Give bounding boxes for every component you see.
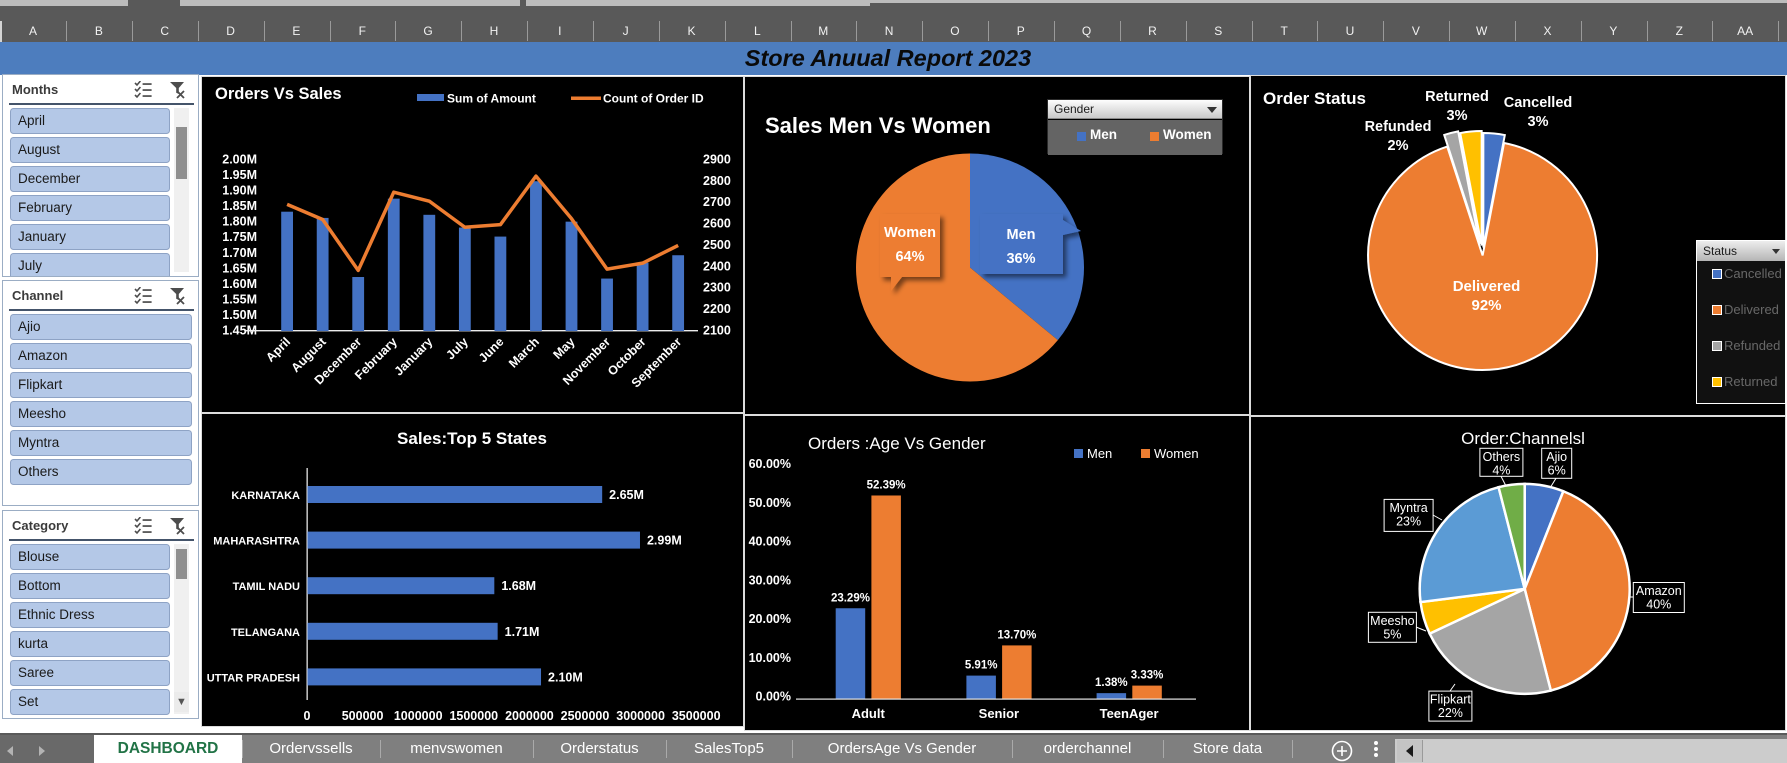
svg-text:1.80M: 1.80M	[222, 215, 257, 229]
svg-text:0.00%: 0.00%	[756, 690, 791, 704]
svg-text:1.60M: 1.60M	[222, 277, 257, 291]
svg-text:May: May	[551, 335, 578, 362]
svg-text:0: 0	[304, 709, 311, 723]
svg-text:Ajio: Ajio	[1546, 450, 1567, 464]
svg-text:Flipkart: Flipkart	[1430, 693, 1472, 707]
svg-text:Returned: Returned	[1425, 89, 1489, 105]
svg-text:UTTAR PRADESH: UTTAR PRADESH	[207, 672, 300, 684]
svg-text:50.00%: 50.00%	[749, 496, 791, 510]
svg-text:Refunded: Refunded	[1365, 119, 1432, 135]
svg-text:23%: 23%	[1396, 514, 1421, 528]
svg-text:Amazon: Amazon	[1636, 584, 1682, 598]
svg-text:1.65M: 1.65M	[222, 261, 257, 275]
svg-text:Order:Channelsl: Order:Channelsl	[1461, 429, 1585, 448]
svg-text:Men: Men	[1087, 446, 1112, 461]
svg-text:2300: 2300	[703, 281, 731, 295]
svg-text:Order Status: Order Status	[1263, 89, 1366, 108]
svg-text:1.50M: 1.50M	[222, 308, 257, 322]
svg-text:TAMIL NADU: TAMIL NADU	[233, 581, 300, 593]
svg-text:1.70M: 1.70M	[222, 246, 257, 260]
svg-text:22%: 22%	[1438, 706, 1463, 720]
svg-text:TELANGANA: TELANGANA	[231, 627, 300, 639]
svg-text:March: March	[506, 335, 542, 371]
svg-text:Women: Women	[884, 225, 936, 241]
svg-text:Delivered: Delivered	[1453, 278, 1521, 295]
svg-text:23.29%: 23.29%	[831, 592, 870, 604]
svg-text:5.91%: 5.91%	[965, 660, 998, 672]
svg-text:1.75M: 1.75M	[222, 230, 257, 244]
svg-text:1.85M: 1.85M	[222, 199, 257, 213]
svg-text:1.71M: 1.71M	[505, 625, 540, 639]
svg-text:KARNATAKA: KARNATAKA	[231, 490, 300, 502]
svg-text:500000: 500000	[342, 709, 384, 723]
svg-text:June: June	[476, 335, 507, 366]
svg-text:92%: 92%	[1471, 297, 1501, 314]
svg-text:3.33%: 3.33%	[1131, 670, 1164, 682]
svg-text:1.90M: 1.90M	[222, 184, 257, 198]
svg-text:Sales:Top 5 States: Sales:Top 5 States	[397, 429, 547, 448]
svg-text:40%: 40%	[1646, 598, 1671, 612]
svg-text:2200: 2200	[703, 302, 731, 316]
svg-text:Cancelled: Cancelled	[1504, 95, 1573, 111]
svg-text:2100: 2100	[703, 324, 731, 338]
svg-text:Adult: Adult	[852, 706, 886, 721]
svg-text:1.55M: 1.55M	[222, 292, 257, 306]
svg-text:2500: 2500	[703, 238, 731, 252]
svg-text:1.95M: 1.95M	[222, 168, 257, 182]
svg-text:1500000: 1500000	[449, 709, 498, 723]
svg-text:2.99M: 2.99M	[647, 534, 682, 548]
svg-text:2000000: 2000000	[505, 709, 554, 723]
svg-text:30.00%: 30.00%	[749, 573, 791, 587]
svg-text:Meesho: Meesho	[1370, 614, 1415, 628]
svg-text:1.38%: 1.38%	[1095, 677, 1128, 689]
svg-text:1.68M: 1.68M	[501, 579, 536, 593]
svg-text:Sum of Amount: Sum of Amount	[447, 92, 536, 106]
svg-text:1.45M: 1.45M	[222, 324, 257, 338]
svg-text:2700: 2700	[703, 195, 731, 209]
svg-text:MAHARASHTRA: MAHARASHTRA	[213, 536, 300, 548]
svg-text:2400: 2400	[703, 259, 731, 273]
svg-text:Women: Women	[1154, 446, 1199, 461]
svg-text:64%: 64%	[895, 249, 924, 265]
svg-text:Others: Others	[1483, 450, 1521, 464]
svg-text:Orders :Age Vs Gender: Orders :Age Vs Gender	[808, 434, 986, 453]
svg-text:January: January	[392, 335, 436, 379]
svg-text:1000000: 1000000	[394, 709, 443, 723]
svg-text:TeenAger: TeenAger	[1100, 706, 1159, 721]
svg-text:2800: 2800	[703, 174, 731, 188]
svg-text:6%: 6%	[1548, 463, 1566, 477]
svg-text:Orders Vs Sales: Orders Vs Sales	[215, 85, 342, 103]
svg-text:3000000: 3000000	[616, 709, 665, 723]
svg-text:April: April	[263, 335, 293, 365]
svg-text:Myntra: Myntra	[1389, 501, 1427, 515]
svg-text:2.00M: 2.00M	[222, 152, 257, 166]
svg-text:Men: Men	[1007, 227, 1036, 243]
svg-text:2500000: 2500000	[561, 709, 610, 723]
svg-text:2600: 2600	[703, 217, 731, 231]
svg-text:3%: 3%	[1528, 114, 1549, 130]
svg-text:5%: 5%	[1383, 627, 1401, 641]
svg-text:20.00%: 20.00%	[749, 612, 791, 626]
svg-text:3%: 3%	[1447, 108, 1468, 124]
svg-text:2%: 2%	[1388, 138, 1409, 154]
svg-text:July: July	[443, 335, 471, 363]
svg-text:36%: 36%	[1006, 251, 1035, 267]
svg-text:10.00%: 10.00%	[749, 651, 791, 665]
svg-text:2.10M: 2.10M	[548, 670, 583, 684]
svg-text:Senior: Senior	[979, 706, 1019, 721]
svg-text:3500000: 3500000	[672, 709, 721, 723]
svg-text:Count of Order ID: Count of Order ID	[603, 92, 704, 106]
svg-text:Sales Men Vs Women: Sales Men Vs Women	[765, 113, 991, 138]
svg-text:60.00%: 60.00%	[749, 457, 791, 471]
svg-text:40.00%: 40.00%	[749, 535, 791, 549]
svg-text:52.39%: 52.39%	[867, 479, 906, 491]
svg-text:4%: 4%	[1492, 463, 1510, 477]
svg-text:2900: 2900	[703, 152, 731, 166]
svg-text:2.65M: 2.65M	[609, 488, 644, 502]
svg-text:13.70%: 13.70%	[997, 629, 1036, 641]
